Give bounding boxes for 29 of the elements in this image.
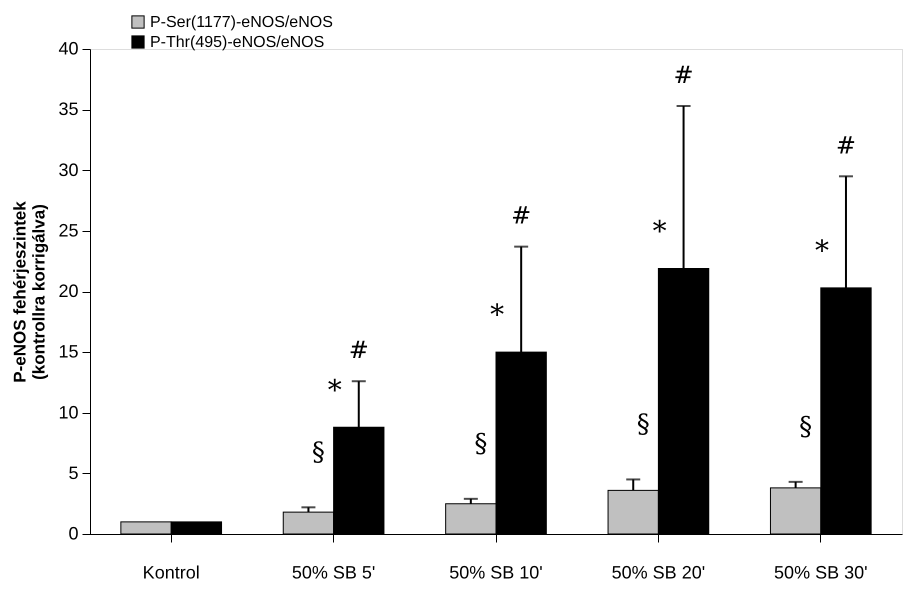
x-tick-label: 50% SB 5' [292,562,376,582]
legend-label: P-Ser(1177)-eNOS/eNOS [150,14,333,31]
y-tick-label: 30 [58,160,78,180]
annotation: # [348,336,369,364]
x-tick-label: 50% SB 30' [774,562,868,582]
y-tick-label: 15 [58,342,78,362]
y-tick-label: 5 [68,462,78,483]
annotation: * [814,234,829,267]
annotation: # [836,131,856,160]
annotation: # [511,202,532,230]
x-tick-label: Kontrol [142,562,200,582]
y-tick-label: 40 [58,38,78,58]
annotation: § [474,428,488,459]
y-tick-label: 20 [58,281,78,301]
y-axis-title: P-eNOS fehérjeszintek (kontrollra korrigálva) [10,200,48,383]
annotation: # [674,60,694,89]
y-tick-label: 35 [58,99,78,120]
y-tick-label: 0 [68,524,78,544]
annotation: * [328,373,342,406]
annotation: * [652,214,667,248]
annotation: § [636,409,650,440]
annotation: § [312,437,325,468]
legend-label: P-Thr(495)-eNOS/eNOS [150,34,324,51]
annotation: * [490,298,504,332]
y-tick-label: 25 [58,220,78,240]
y-tick-label: 10 [58,402,78,422]
annotation: § [799,412,812,442]
x-tick-label: 50% SB 10' [449,562,543,582]
x-tick-label: 50% SB 20' [612,562,706,582]
